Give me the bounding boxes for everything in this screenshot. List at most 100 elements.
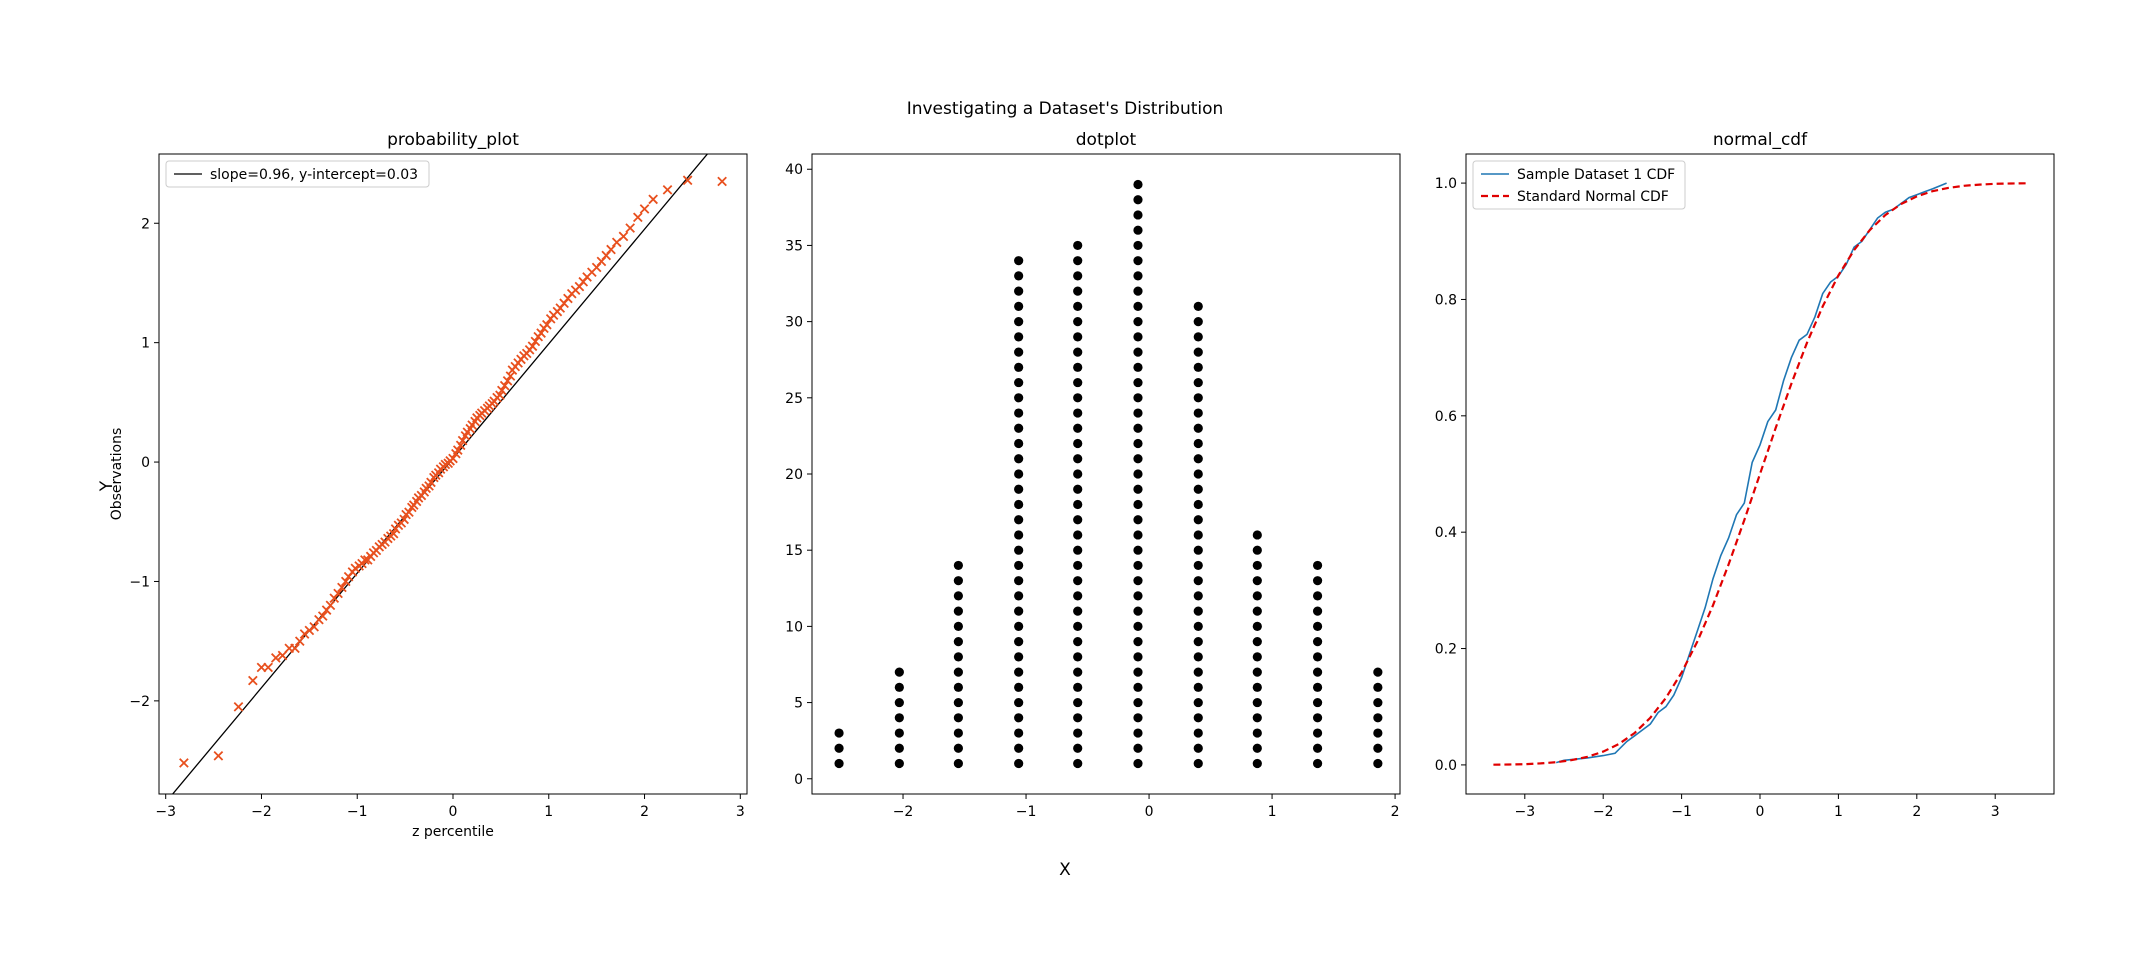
dot (953, 682, 963, 692)
x-tick-label: −1 (347, 804, 368, 820)
dot (894, 667, 904, 677)
dot (1193, 728, 1203, 738)
dot (1133, 210, 1143, 220)
x-tick-label: 0 (1145, 804, 1154, 820)
y-tick-label: 30 (785, 315, 803, 331)
dot (1014, 606, 1024, 616)
data-point (536, 328, 546, 338)
y-tick-label: 0.8 (1435, 292, 1457, 308)
dot (1014, 484, 1024, 494)
data-point (632, 212, 643, 223)
y-tick-label: 5 (794, 696, 803, 712)
dot (953, 576, 963, 586)
x-tick-label: 1 (1834, 804, 1843, 820)
dot (834, 743, 844, 753)
dot (1073, 484, 1083, 494)
dot (1193, 621, 1203, 631)
dot (1193, 545, 1203, 555)
dot (1252, 758, 1262, 769)
dot (1312, 560, 1323, 571)
figure-title: Investigating a Dataset's Distribution (907, 99, 1224, 119)
dot (1073, 591, 1083, 601)
data-point (317, 611, 328, 621)
dot (1014, 256, 1024, 266)
data-point (648, 194, 658, 205)
dot (894, 697, 904, 708)
dot (1073, 758, 1083, 769)
dot (1133, 393, 1143, 403)
dot (1133, 667, 1143, 677)
dot (1312, 743, 1323, 753)
x-tick-label: 3 (736, 804, 745, 820)
dot (1133, 515, 1143, 525)
dot (1133, 743, 1143, 753)
dot (1073, 301, 1083, 311)
data-point (263, 662, 274, 673)
data-point (502, 376, 513, 386)
dot (1073, 743, 1083, 753)
dot (1252, 697, 1262, 708)
y-tick-label: 0.4 (1435, 525, 1457, 541)
data-point (309, 621, 319, 632)
dot (1133, 591, 1143, 601)
dot (1193, 377, 1203, 388)
dot (1014, 438, 1024, 449)
dot (1073, 606, 1083, 616)
dot (1252, 576, 1262, 586)
dot (1073, 713, 1083, 723)
dot (1193, 423, 1203, 433)
dot (1252, 667, 1262, 677)
data-point (294, 636, 305, 647)
dot (1133, 362, 1143, 372)
legend-box (165, 160, 430, 188)
dot (1133, 621, 1143, 631)
dot (1014, 469, 1024, 479)
dot (953, 728, 963, 738)
y-tick-label: 10 (785, 619, 803, 635)
dot (1312, 621, 1323, 631)
data-point (662, 184, 673, 195)
dot (1133, 286, 1143, 296)
dot (1133, 713, 1143, 723)
x-axis-label: z percentile (412, 824, 494, 840)
dot (1133, 179, 1143, 190)
dot (1014, 393, 1024, 403)
dot (1133, 499, 1143, 510)
dot (1373, 713, 1383, 723)
data-point (527, 341, 538, 352)
dot (1193, 682, 1203, 692)
y-tick-label: 25 (785, 391, 803, 407)
dot (1133, 637, 1143, 647)
dot (1014, 377, 1024, 388)
x-tick-label: 0 (1756, 804, 1765, 820)
dot (1014, 454, 1024, 464)
dot (1252, 530, 1262, 540)
dot (1014, 682, 1024, 692)
dot (1014, 271, 1024, 281)
dot (1073, 347, 1083, 357)
panel-title: normal_cdf (1713, 130, 1808, 150)
dot (1014, 667, 1024, 677)
plot-frame (158, 153, 748, 795)
x-tick-label: −1 (1016, 804, 1037, 820)
dot (1014, 286, 1024, 296)
dot (1312, 637, 1323, 647)
dot (953, 667, 963, 677)
dot (1252, 606, 1262, 616)
dot (1133, 408, 1143, 418)
dot (1133, 530, 1143, 540)
dot (1252, 652, 1262, 662)
dot (1073, 240, 1083, 251)
dot (1014, 545, 1024, 555)
dot (953, 560, 963, 571)
figure-x-label: X (1059, 860, 1071, 880)
dot (1312, 697, 1323, 708)
dot (1193, 637, 1203, 647)
dot (1073, 271, 1083, 281)
y-tick-label: 20 (785, 467, 803, 483)
dot (1133, 332, 1143, 342)
dot (1193, 576, 1203, 586)
dot (1073, 423, 1083, 433)
dot (1014, 530, 1024, 540)
